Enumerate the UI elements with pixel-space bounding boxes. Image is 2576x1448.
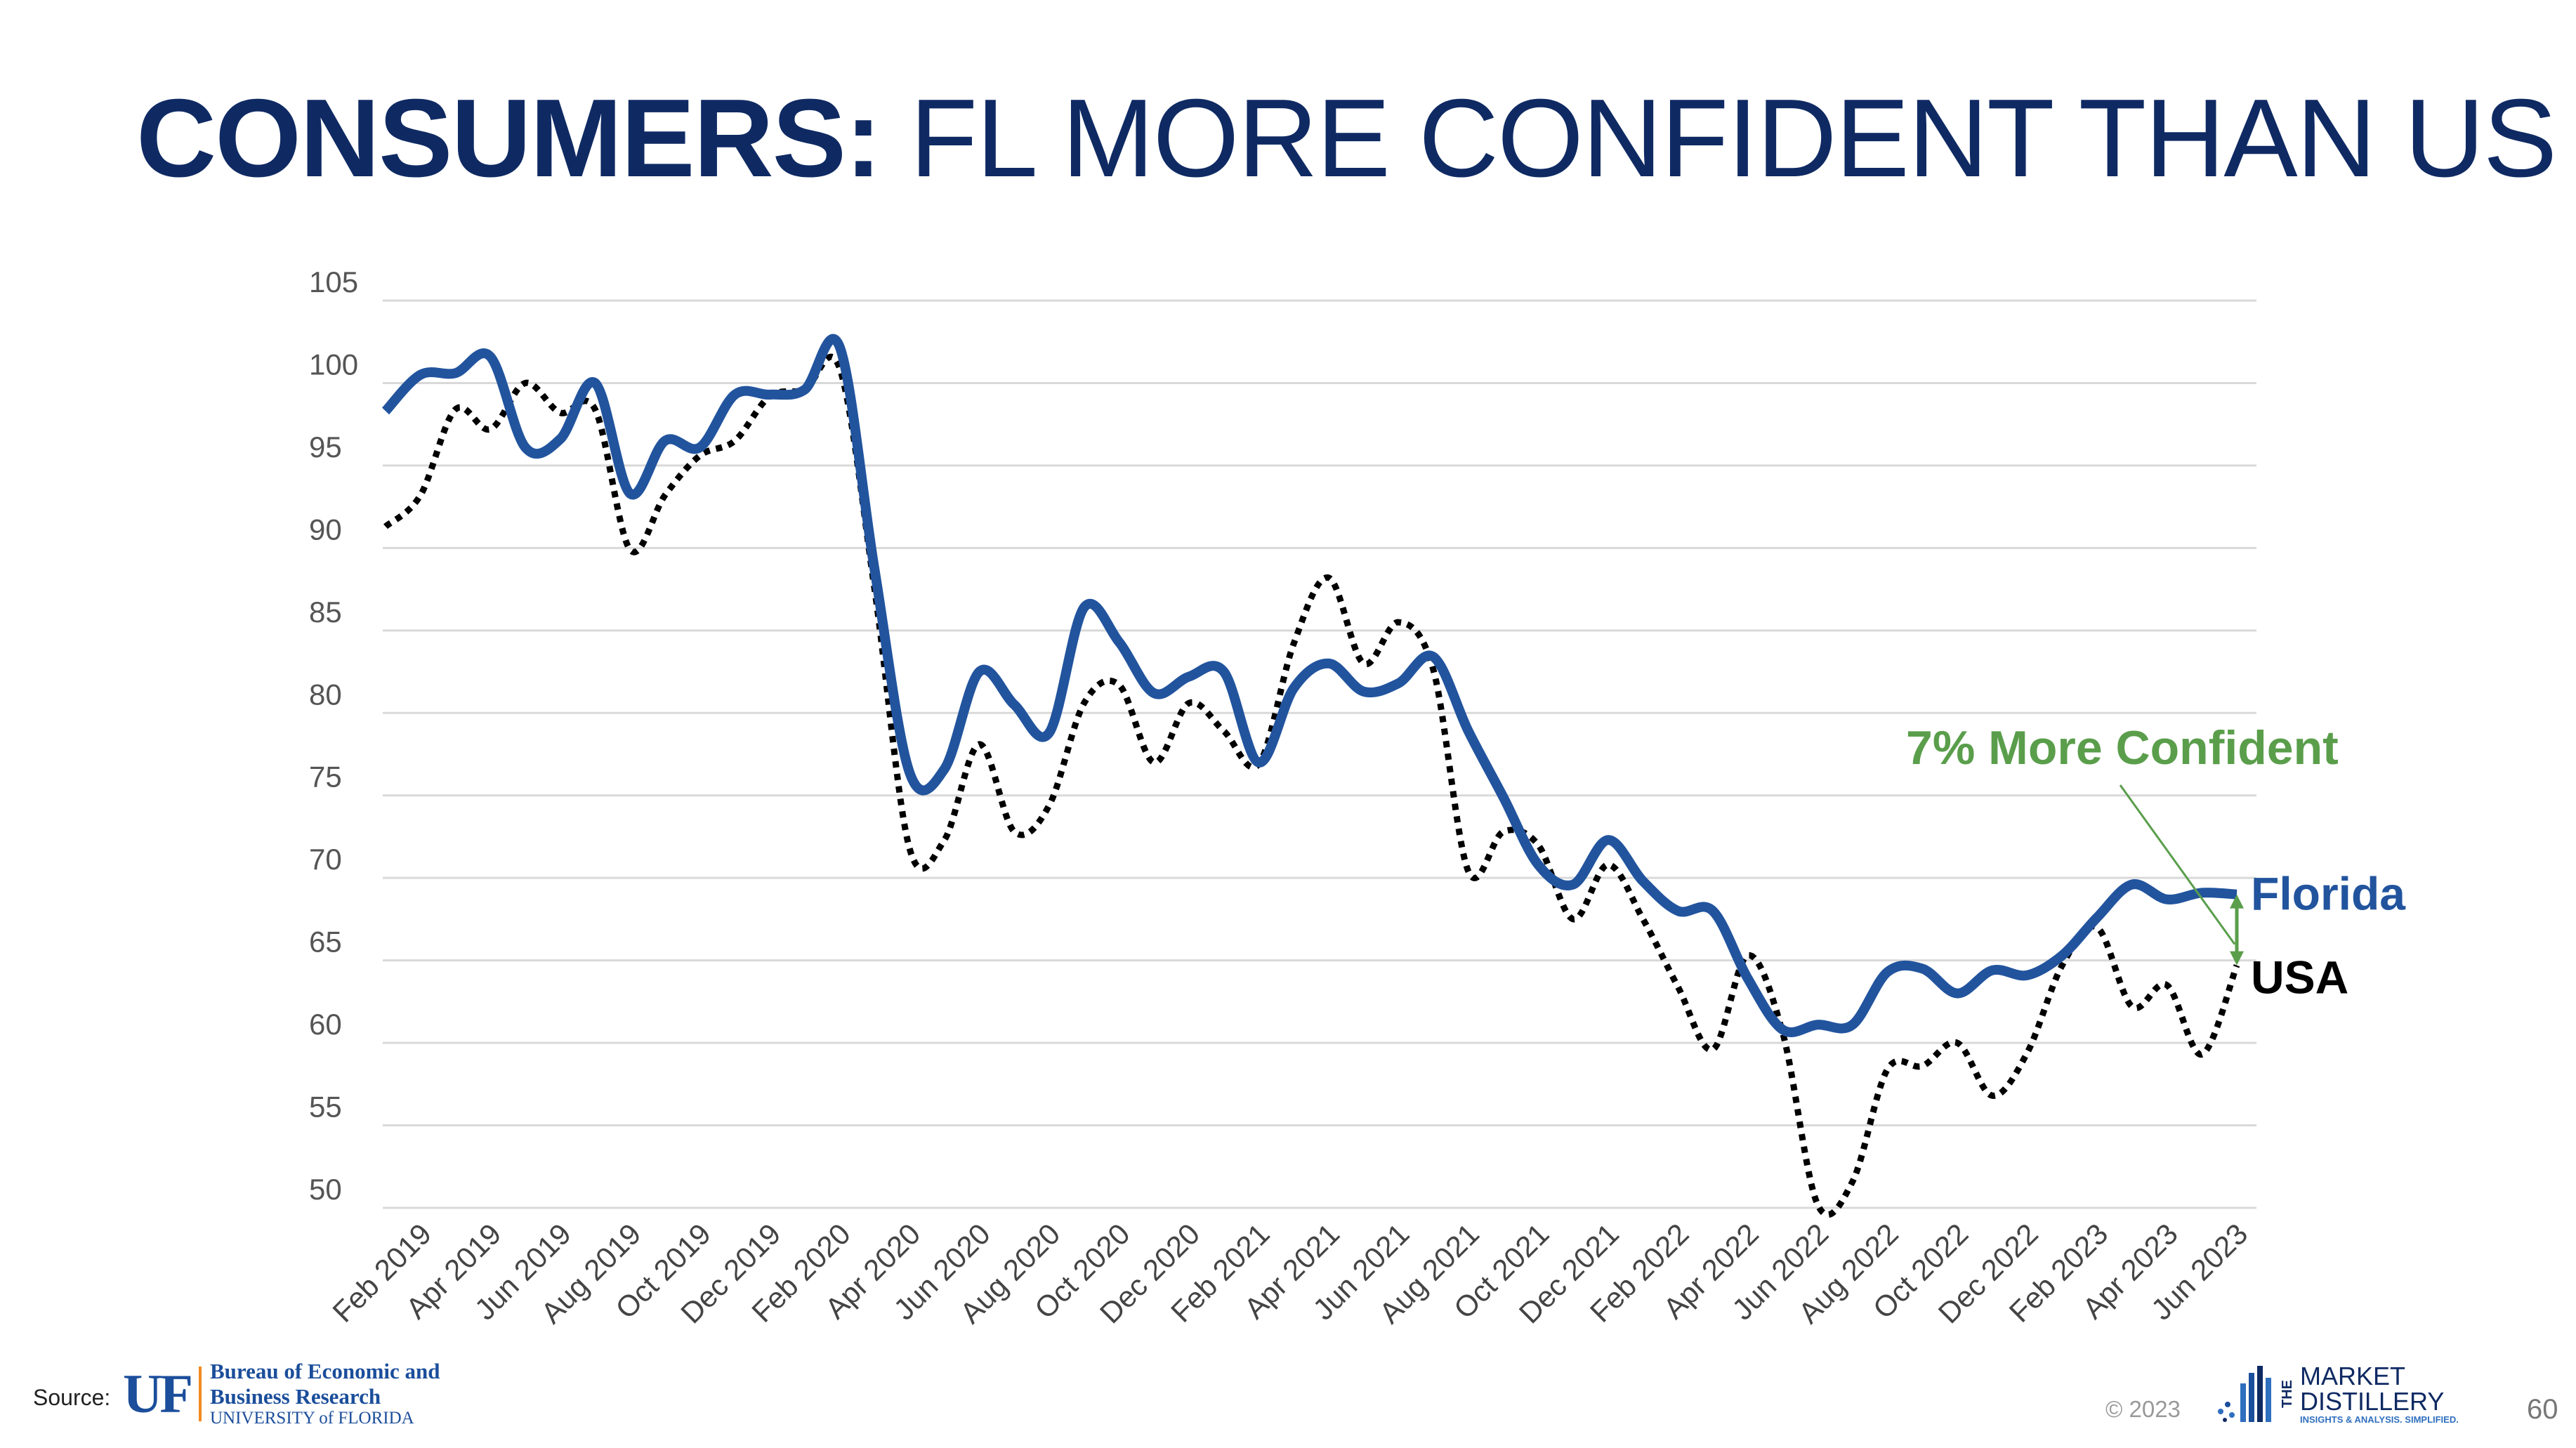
uf-line2: Business Research bbox=[209, 1383, 381, 1409]
y-tick-label: 100 bbox=[309, 348, 358, 381]
md-line2: DISTILLERY bbox=[2300, 1386, 2445, 1416]
uf-bebr-logo: UF Bureau of Economic and Business Resea… bbox=[123, 1359, 440, 1429]
annotation-text: 7% More Confident bbox=[1906, 721, 2339, 775]
y-tick-label: 80 bbox=[309, 678, 342, 711]
title-rest: FL MORE CONFIDENT THAN US bbox=[880, 77, 2558, 200]
md-the: THE bbox=[2280, 1380, 2295, 1408]
y-tick-label: 95 bbox=[309, 430, 342, 463]
uf-line3: UNIVERSITY of FLORIDA bbox=[209, 1409, 414, 1428]
md-line1: MARKET bbox=[2300, 1361, 2406, 1390]
uf-mark: UF bbox=[123, 1367, 202, 1422]
y-tick-label: 50 bbox=[309, 1173, 342, 1206]
series-line-florida bbox=[381, 334, 2237, 1037]
legend-label-florida: Florida bbox=[2251, 868, 2406, 920]
arrow-down-icon bbox=[2230, 951, 2244, 966]
market-distillery-logo: THE MARKET DISTILLERY INSIGHTS & ANALYSI… bbox=[2212, 1362, 2459, 1426]
copyright: © 2023 bbox=[2105, 1396, 2181, 1422]
y-tick-label: 85 bbox=[309, 595, 342, 628]
source-label: Source: bbox=[33, 1385, 111, 1410]
page-number: 60 bbox=[2527, 1394, 2558, 1425]
y-tick-label: 90 bbox=[309, 513, 342, 546]
y-tick-label: 105 bbox=[309, 265, 358, 298]
arrow-up-icon bbox=[2230, 894, 2244, 909]
legend-label-usa: USA bbox=[2251, 952, 2348, 1003]
y-tick-label: 55 bbox=[309, 1091, 342, 1124]
distillery-bars-icon bbox=[2218, 1366, 2271, 1422]
y-tick-label: 70 bbox=[309, 843, 342, 876]
y-tick-label: 75 bbox=[309, 761, 342, 794]
series-line-usa bbox=[383, 353, 2240, 1218]
y-tick-label: 60 bbox=[309, 1008, 342, 1041]
title-bold: CONSUMERS: bbox=[136, 77, 882, 200]
annotation-leader-line bbox=[2119, 784, 2236, 945]
md-tagline: INSIGHTS & ANALYSIS. SIMPLIFIED. bbox=[2300, 1414, 2459, 1425]
slide-title: CONSUMERS: FL MORE CONFIDENT THAN US bbox=[136, 83, 2557, 194]
y-tick-label: 65 bbox=[309, 926, 342, 959]
uf-line1: Bureau of Economic and bbox=[209, 1359, 440, 1383]
